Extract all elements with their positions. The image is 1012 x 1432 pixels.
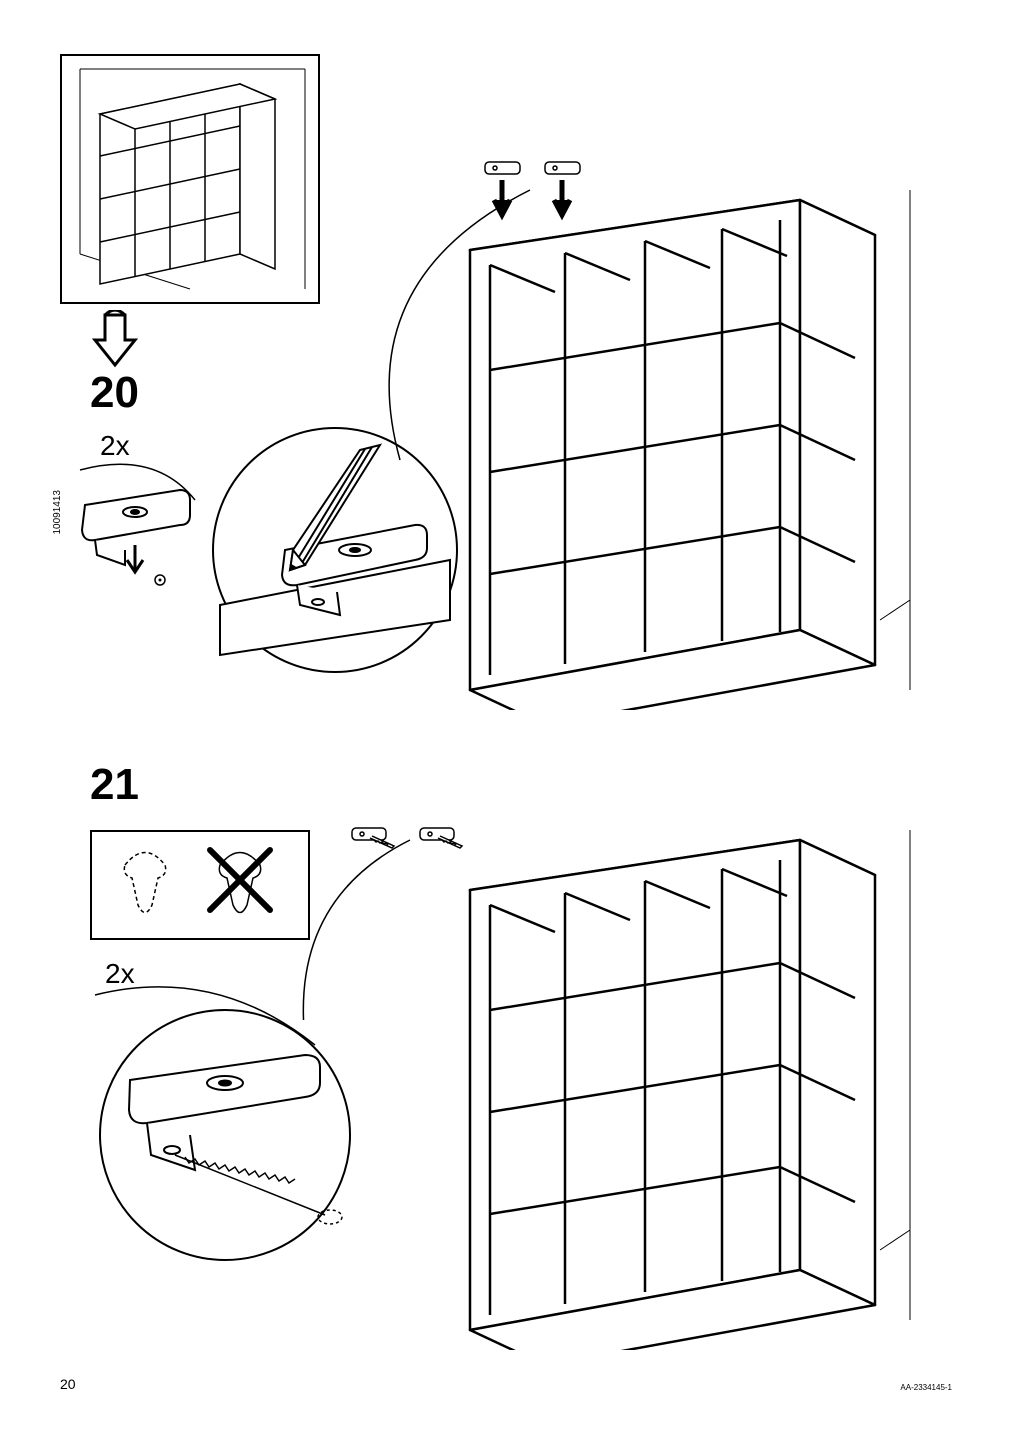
assembly-instruction-page: 20 2x 10091413 xyxy=(0,0,1012,1432)
step-20-number: 20 xyxy=(90,368,139,418)
step20-parts-callout xyxy=(65,460,215,610)
down-arrow-icon xyxy=(90,310,140,370)
document-code: AA-2334145-1 xyxy=(900,1383,952,1392)
step21-detail-circle xyxy=(75,985,375,1265)
step-21-number: 21 xyxy=(90,760,139,810)
step21-fastener-choice xyxy=(90,830,310,940)
step20-detail-circle xyxy=(205,420,465,680)
step21-shelf-large xyxy=(460,830,930,1350)
step-20-part-number: 10091413 xyxy=(52,490,63,535)
step-20-quantity: 2x xyxy=(100,430,130,462)
step20-thumbnail xyxy=(60,54,320,304)
step20-shelf-large xyxy=(460,190,930,710)
page-number: 20 xyxy=(60,1376,76,1392)
